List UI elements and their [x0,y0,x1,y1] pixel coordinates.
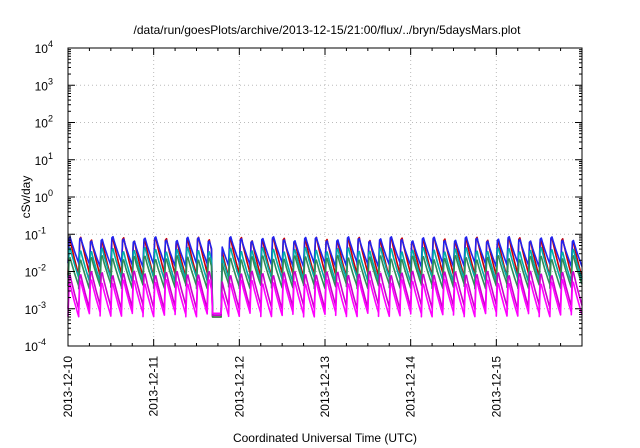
y-tick-label: 10-4 [25,337,46,354]
y-tick-label: 10-3 [25,300,46,317]
x-tick-label: 2013-12-11 [147,356,161,417]
series-line [67,279,583,318]
x-axis-label: Coordinated Universal Time (UTC) [233,431,417,445]
x-axis: 2013-12-10 2013-12-11 2013-12-12 2013-12-13… [61,48,562,418]
x-tick-label: 2013-12-12 [232,356,246,418]
y-tick-label: 100 [35,188,53,205]
y-tick-label: 10-2 [25,263,46,280]
series-lines [67,235,583,318]
y-tick-label: 102 [35,114,53,131]
x-tick-label: 2013-12-10 [61,356,75,418]
chart-title: /data/run/goesPlots/archive/2013-12-15/2… [134,23,522,37]
y-tick-label: 101 [35,151,53,168]
y-axis-label: cSv/day [19,176,33,219]
x-tick-label: 2013-12-15 [489,356,503,418]
y-tick-label: 10-1 [25,225,46,242]
y-tick-label: 103 [35,76,53,93]
x-tick-label: 2013-12-13 [318,356,332,418]
y-axis: 104 103 102 101 100 10-1 10-2 10-3 10-4 [25,39,582,354]
x-tick-label: 2013-12-14 [404,356,418,418]
y-tick-label: 104 [35,39,53,56]
